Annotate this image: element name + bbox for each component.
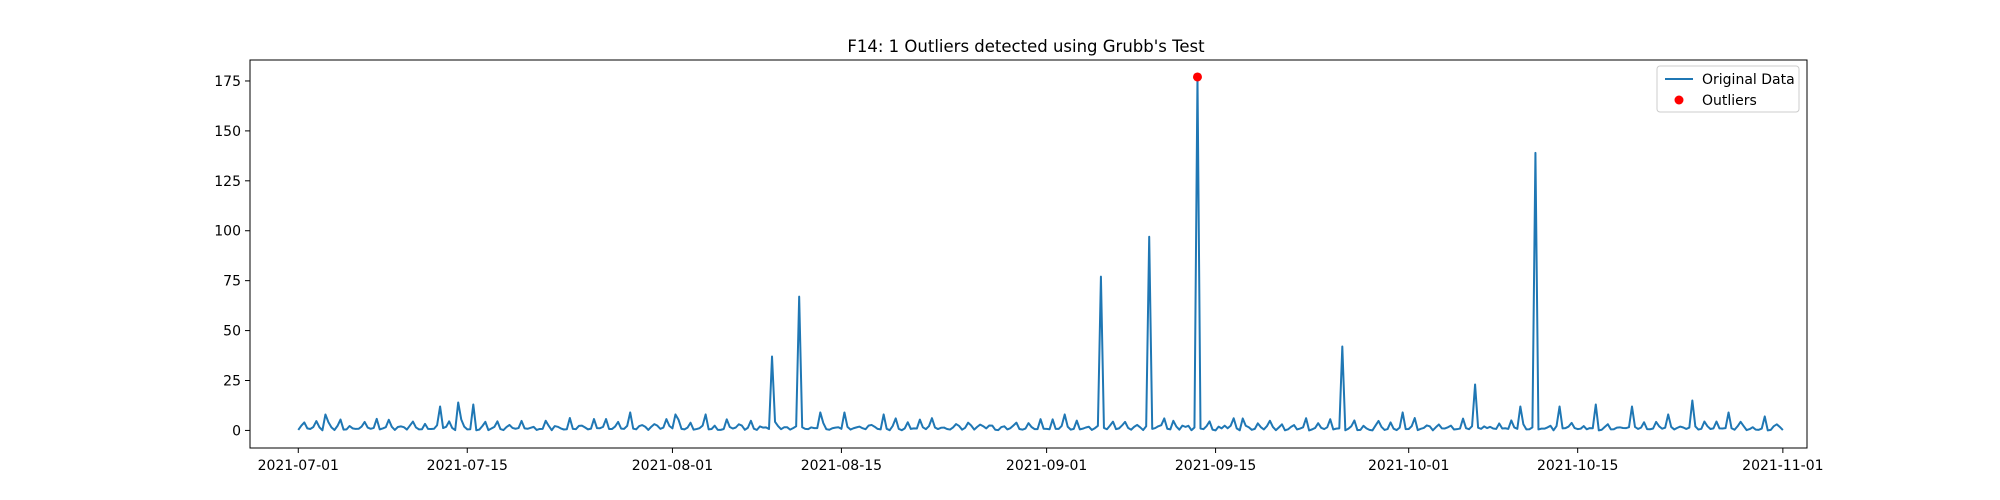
x-tick-label: 2021-09-15 [1175, 458, 1256, 474]
x-tick-label: 2021-10-15 [1537, 458, 1618, 474]
y-tick-label: 75 [223, 274, 241, 290]
x-tick-label: 2021-07-01 [258, 458, 339, 474]
legend-marker-swatch [1674, 95, 1684, 105]
x-tick-label: 2021-08-15 [801, 458, 882, 474]
y-tick-label: 150 [214, 124, 241, 140]
x-tick-label: 2021-10-01 [1368, 458, 1449, 474]
y-tick-label: 100 [214, 224, 241, 240]
axes: 0 25 50 75 100 125 150 175 2021-07-01 2021-07-15 2… [214, 59, 1824, 474]
x-tick-label: 2021-08-01 [632, 458, 713, 474]
legend-label-original-data: Original Data [1702, 72, 1795, 88]
y-tick-label: 25 [223, 374, 241, 390]
plot-area [297, 72, 1784, 432]
y-tick-label: 125 [214, 174, 241, 190]
outlier-point [1192, 72, 1202, 82]
legend: Original Data Outliers [1656, 65, 1800, 113]
legend-box [1656, 65, 1800, 113]
y-tick-label: 175 [214, 74, 241, 90]
y-tick-label: 0 [232, 423, 241, 439]
x-tick-label: 2021-11-01 [1742, 458, 1823, 474]
x-tick-label: 2021-07-15 [427, 458, 508, 474]
legend-label-outliers: Outliers [1702, 93, 1757, 109]
axes-frame [249, 59, 1808, 449]
x-tick-label: 2021-09-01 [1006, 458, 1087, 474]
series-line-original-data [297, 75, 1784, 432]
y-tick-label: 50 [223, 324, 241, 340]
chart-title: F14: 1 Outliers detected using Grubb's T… [847, 37, 1205, 56]
